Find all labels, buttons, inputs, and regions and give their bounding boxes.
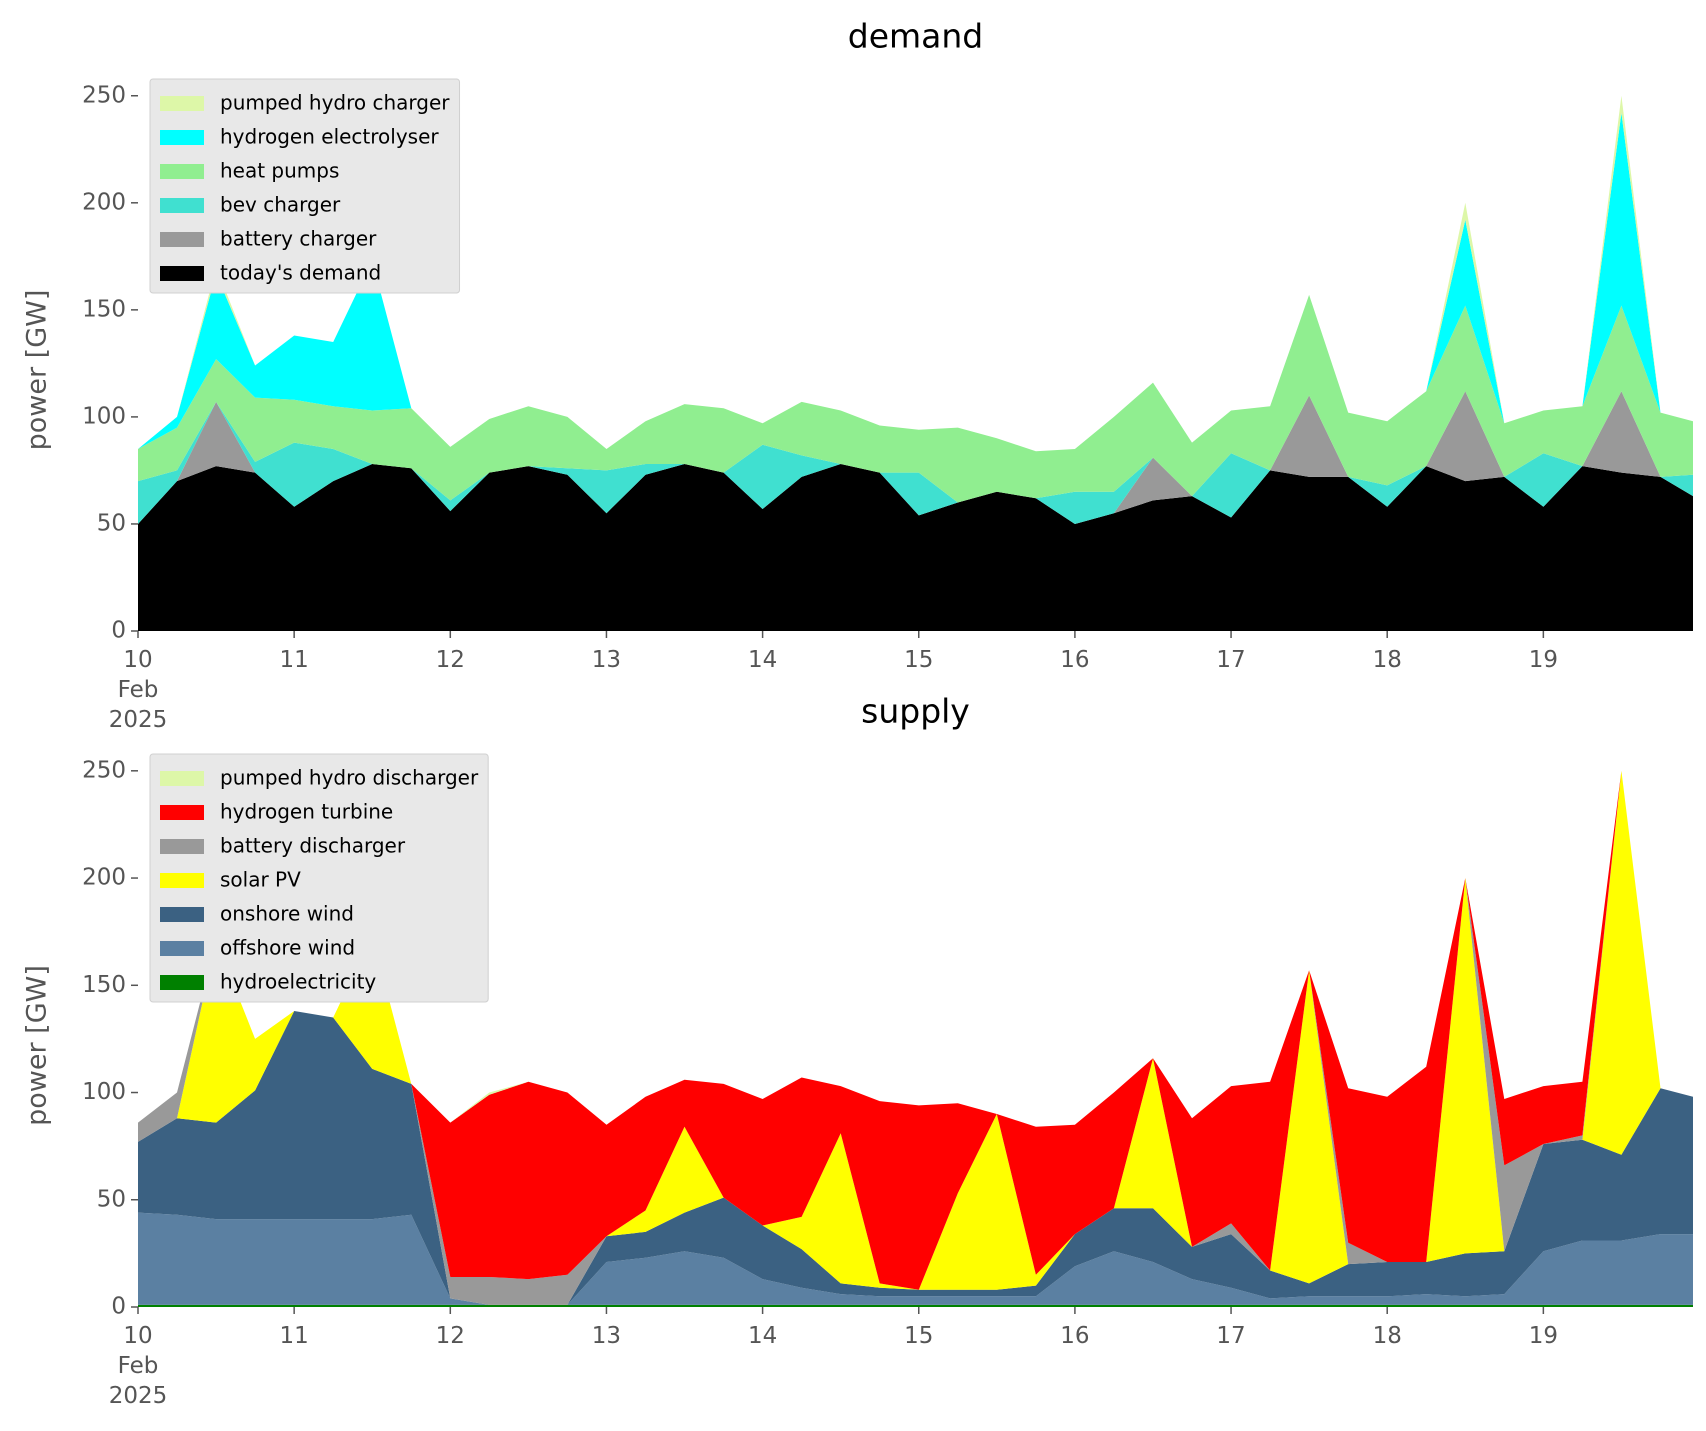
legend: pumped hydro discharger hydrogen turbine b… bbox=[149, 753, 489, 1003]
legend-label: today's demand bbox=[220, 261, 381, 285]
x-tick-label: 15 bbox=[904, 1323, 934, 1349]
y-tick-label: 250 bbox=[82, 757, 126, 783]
legend-swatch bbox=[160, 839, 204, 854]
legend-label: pumped hydro discharger bbox=[220, 766, 479, 790]
x-tick-label: 18 bbox=[1372, 1323, 1402, 1349]
x-tick-label: 14 bbox=[747, 647, 778, 673]
legend-label: solar PV bbox=[220, 868, 301, 892]
x-tick-label: 15 bbox=[904, 647, 934, 673]
y-tick-label: 0 bbox=[111, 1294, 126, 1320]
legend-swatch bbox=[160, 805, 204, 820]
x-tick-label: 13 bbox=[591, 647, 622, 673]
x-tick-label: 10 Feb 2025 bbox=[108, 647, 168, 733]
legend-label: battery discharger bbox=[220, 834, 406, 858]
area bbox=[138, 294, 1693, 503]
legend-swatch bbox=[160, 96, 204, 111]
y-tick-label: 100 bbox=[82, 1079, 126, 1105]
x-tick-label: 12 bbox=[435, 1323, 465, 1349]
area bbox=[138, 770, 1693, 1305]
legend-swatch bbox=[160, 130, 204, 145]
x-tick-label: 19 bbox=[1528, 1323, 1558, 1349]
x-tick-label: 11 bbox=[279, 647, 309, 673]
legend-label: hydrogen electrolyser bbox=[220, 125, 439, 149]
x-tick-label: 12 bbox=[435, 647, 465, 673]
legend-swatch bbox=[160, 975, 204, 990]
legend-label: bev charger bbox=[220, 193, 341, 217]
x-tick-label: 11 bbox=[279, 1323, 309, 1349]
x-tick-label: 14 bbox=[747, 1323, 778, 1349]
y-tick-label: 50 bbox=[97, 1186, 126, 1212]
x-tick-label: 17 bbox=[1216, 1323, 1246, 1349]
area bbox=[138, 391, 1693, 524]
x-tick-label: 16 bbox=[1060, 1323, 1090, 1349]
legend-label: offshore wind bbox=[220, 936, 355, 960]
x-tick-label: 18 bbox=[1372, 647, 1402, 673]
legend-label: onshore wind bbox=[220, 902, 354, 926]
legend-label: heat pumps bbox=[220, 159, 339, 183]
area bbox=[138, 391, 1693, 524]
legend-swatch bbox=[160, 941, 204, 956]
legend: pumped hydro charger hydrogen electrolyse… bbox=[149, 78, 461, 294]
area bbox=[138, 1212, 1693, 1305]
legend-swatch bbox=[160, 198, 204, 213]
chart-title: supply bbox=[861, 692, 970, 731]
x-tick-label: 13 bbox=[591, 1323, 622, 1349]
legend-label: pumped hydro charger bbox=[220, 91, 450, 115]
y-tick-label: 200 bbox=[82, 865, 126, 891]
y-tick-label: 0 bbox=[111, 618, 126, 644]
x-tick-label: 19 bbox=[1528, 647, 1558, 673]
legend-box bbox=[149, 78, 461, 294]
legend-label: battery charger bbox=[220, 227, 377, 251]
x-tick-label: 10 Feb 2025 bbox=[108, 1323, 168, 1409]
y-tick-label: 150 bbox=[82, 972, 126, 998]
area bbox=[138, 770, 1693, 1290]
y-tick-label: 150 bbox=[82, 296, 126, 322]
legend-swatch bbox=[160, 266, 204, 281]
legend-box bbox=[149, 753, 489, 1003]
y-tick-label: 100 bbox=[82, 403, 126, 429]
x-tick-label: 17 bbox=[1216, 647, 1246, 673]
legend-label: hydrogen turbine bbox=[220, 800, 393, 824]
legend-swatch bbox=[160, 907, 204, 922]
area bbox=[138, 1011, 1693, 1305]
area bbox=[138, 1304, 1693, 1307]
x-tick-label: 16 bbox=[1060, 647, 1090, 673]
legend-swatch bbox=[160, 873, 204, 888]
chart-title: demand bbox=[848, 17, 983, 56]
area bbox=[138, 464, 1693, 631]
y-axis-label: power [GW] bbox=[22, 290, 53, 451]
legend-swatch bbox=[160, 232, 204, 247]
y-tick-label: 200 bbox=[82, 189, 126, 215]
legend-label: hydroelectricity bbox=[220, 970, 376, 994]
y-tick-label: 50 bbox=[97, 510, 126, 536]
legend-swatch bbox=[160, 164, 204, 179]
y-tick-label: 250 bbox=[82, 82, 126, 108]
y-axis-label: power [GW] bbox=[22, 965, 53, 1126]
legend-swatch bbox=[160, 771, 204, 786]
